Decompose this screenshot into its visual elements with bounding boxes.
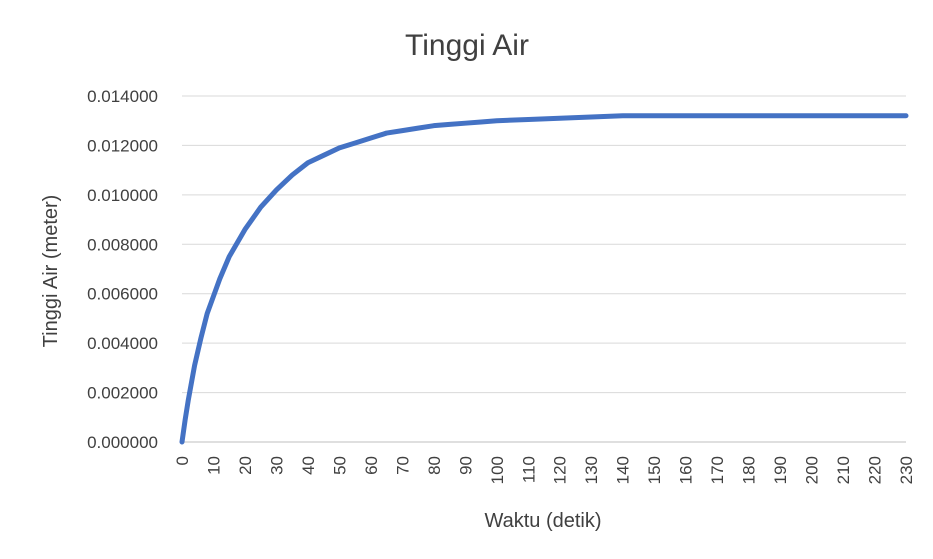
gridlines bbox=[182, 95, 906, 394]
x-tick-label: 60 bbox=[362, 456, 381, 475]
y-tick-label: 0.012000 bbox=[87, 136, 158, 155]
x-tick-label: 40 bbox=[299, 456, 318, 475]
x-tick-label: 190 bbox=[771, 456, 790, 484]
x-tick-label: 140 bbox=[614, 456, 633, 484]
x-tick-label: 170 bbox=[708, 456, 727, 484]
x-tick-label: 100 bbox=[488, 456, 507, 484]
x-tick-label: 230 bbox=[897, 456, 916, 484]
x-tick-label: 90 bbox=[456, 456, 475, 475]
x-tick-label: 30 bbox=[267, 456, 286, 475]
x-tick-label: 110 bbox=[519, 456, 538, 483]
x-tick-label: 20 bbox=[236, 456, 255, 475]
y-tick-label: 0.008000 bbox=[87, 235, 158, 254]
x-tick-label: 130 bbox=[582, 456, 601, 484]
x-tick-label: 220 bbox=[866, 456, 885, 484]
y-tick-label: 0.002000 bbox=[87, 384, 158, 403]
series-group bbox=[179, 113, 909, 445]
y-axis-tick-labels: 0.000000 0.002000 0.004000 0.006000 0.008000… bbox=[87, 87, 158, 452]
x-axis-label: Waktu (detik) bbox=[484, 510, 601, 532]
x-tick-label: 10 bbox=[204, 456, 223, 475]
x-tick-label: 0 bbox=[173, 456, 192, 465]
series-line bbox=[179, 113, 909, 445]
x-tick-label: 150 bbox=[645, 456, 664, 484]
y-axis-label: Tinggi Air (meter) bbox=[40, 195, 62, 348]
x-tick-label: 160 bbox=[677, 456, 696, 484]
x-tick-label: 70 bbox=[393, 456, 412, 475]
x-tick-label: 80 bbox=[425, 456, 444, 475]
chart-title: Tinggi Air bbox=[405, 29, 529, 62]
x-axis-tick-labels: 0 10 20 30 40 50 60 70 80 90 100 110 120 130 140 150 160… bbox=[173, 456, 916, 484]
x-tick-label: 200 bbox=[803, 456, 822, 484]
x-tick-label: 210 bbox=[834, 456, 853, 484]
y-tick-label: 0.000000 bbox=[87, 433, 158, 452]
x-tick-label: 180 bbox=[740, 456, 759, 484]
y-tick-label: 0.004000 bbox=[87, 334, 158, 353]
x-tick-label: 50 bbox=[330, 456, 349, 475]
y-tick-label: 0.006000 bbox=[87, 285, 158, 304]
x-tick-label: 120 bbox=[551, 456, 570, 484]
y-tick-label: 0.014000 bbox=[87, 87, 158, 106]
y-tick-label: 0.010000 bbox=[87, 186, 158, 205]
